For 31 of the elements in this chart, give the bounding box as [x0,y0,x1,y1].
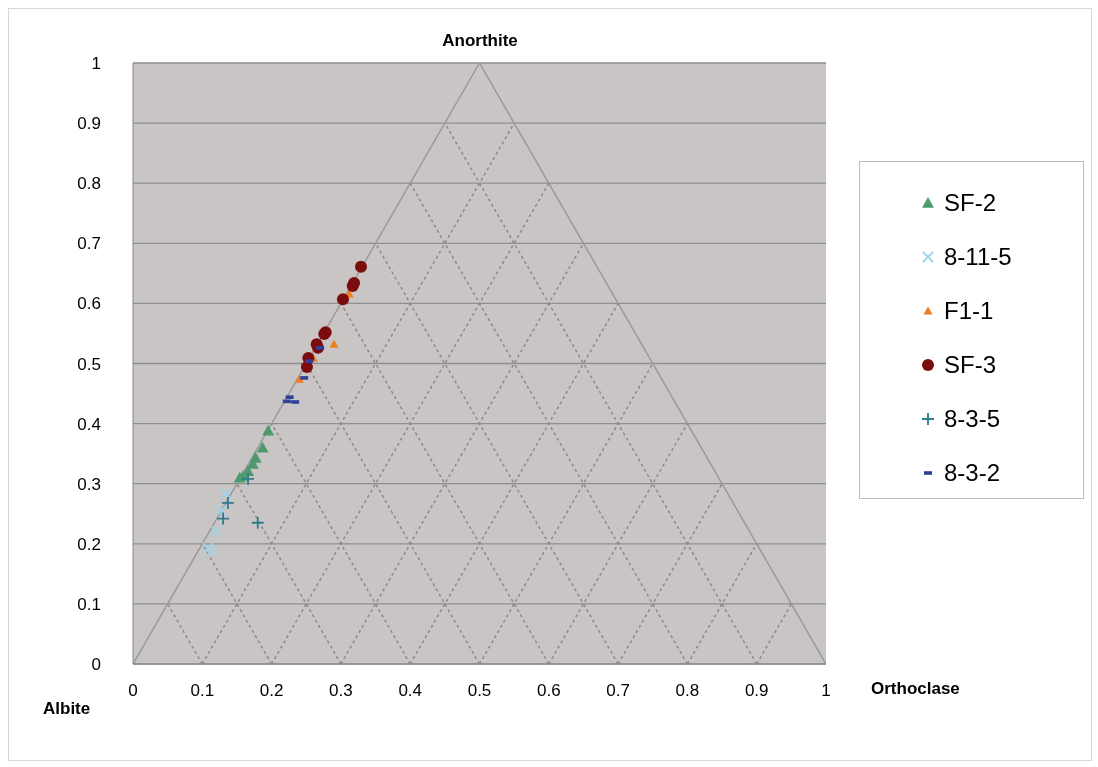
text: Anorthite [442,31,518,51]
x-tick-label: 1 [821,681,831,701]
y-tick-label: 0.7 [77,234,101,254]
legend-label: 8-11-5 [944,243,1012,271]
x-tick-label: 0.3 [329,681,353,701]
x-tick-label: 0.6 [536,681,561,701]
legend-label: 8-3-5 [944,405,1001,433]
x-tick-label: 0.5 [467,681,492,701]
y-tick-label: 0.2 [77,534,101,554]
legend-label: 8-3-2 [944,459,1001,487]
y-tick-label: 0.3 [77,474,101,494]
y-tick-label: 1 [91,54,101,74]
x-tick-label: 0.9 [744,681,769,701]
legend-label: SF-2 [944,189,997,217]
x-tick-label: 0 [128,681,138,701]
x-tick-label: 0.2 [259,681,284,701]
x-tick-label: 0.7 [606,681,630,701]
x-tick-label: 0.8 [675,681,700,701]
y-tick-label: 0.6 [77,294,101,314]
text: Orthoclase [871,679,960,699]
legend-label: SF-3 [944,351,997,379]
y-tick-label: 0.1 [77,594,101,614]
y-tick-label: 0.4 [77,414,101,434]
legend-label: F1-1 [944,297,994,325]
y-tick-label: 0 [91,655,101,675]
y-tick-label: 0.5 [77,354,101,374]
y-tick-label: 0.9 [77,114,101,134]
x-tick-label: 0.4 [398,681,423,701]
x-tick-label: 0.1 [190,681,215,701]
text: Albite [43,699,91,719]
y-tick-label: 0.8 [77,174,101,194]
